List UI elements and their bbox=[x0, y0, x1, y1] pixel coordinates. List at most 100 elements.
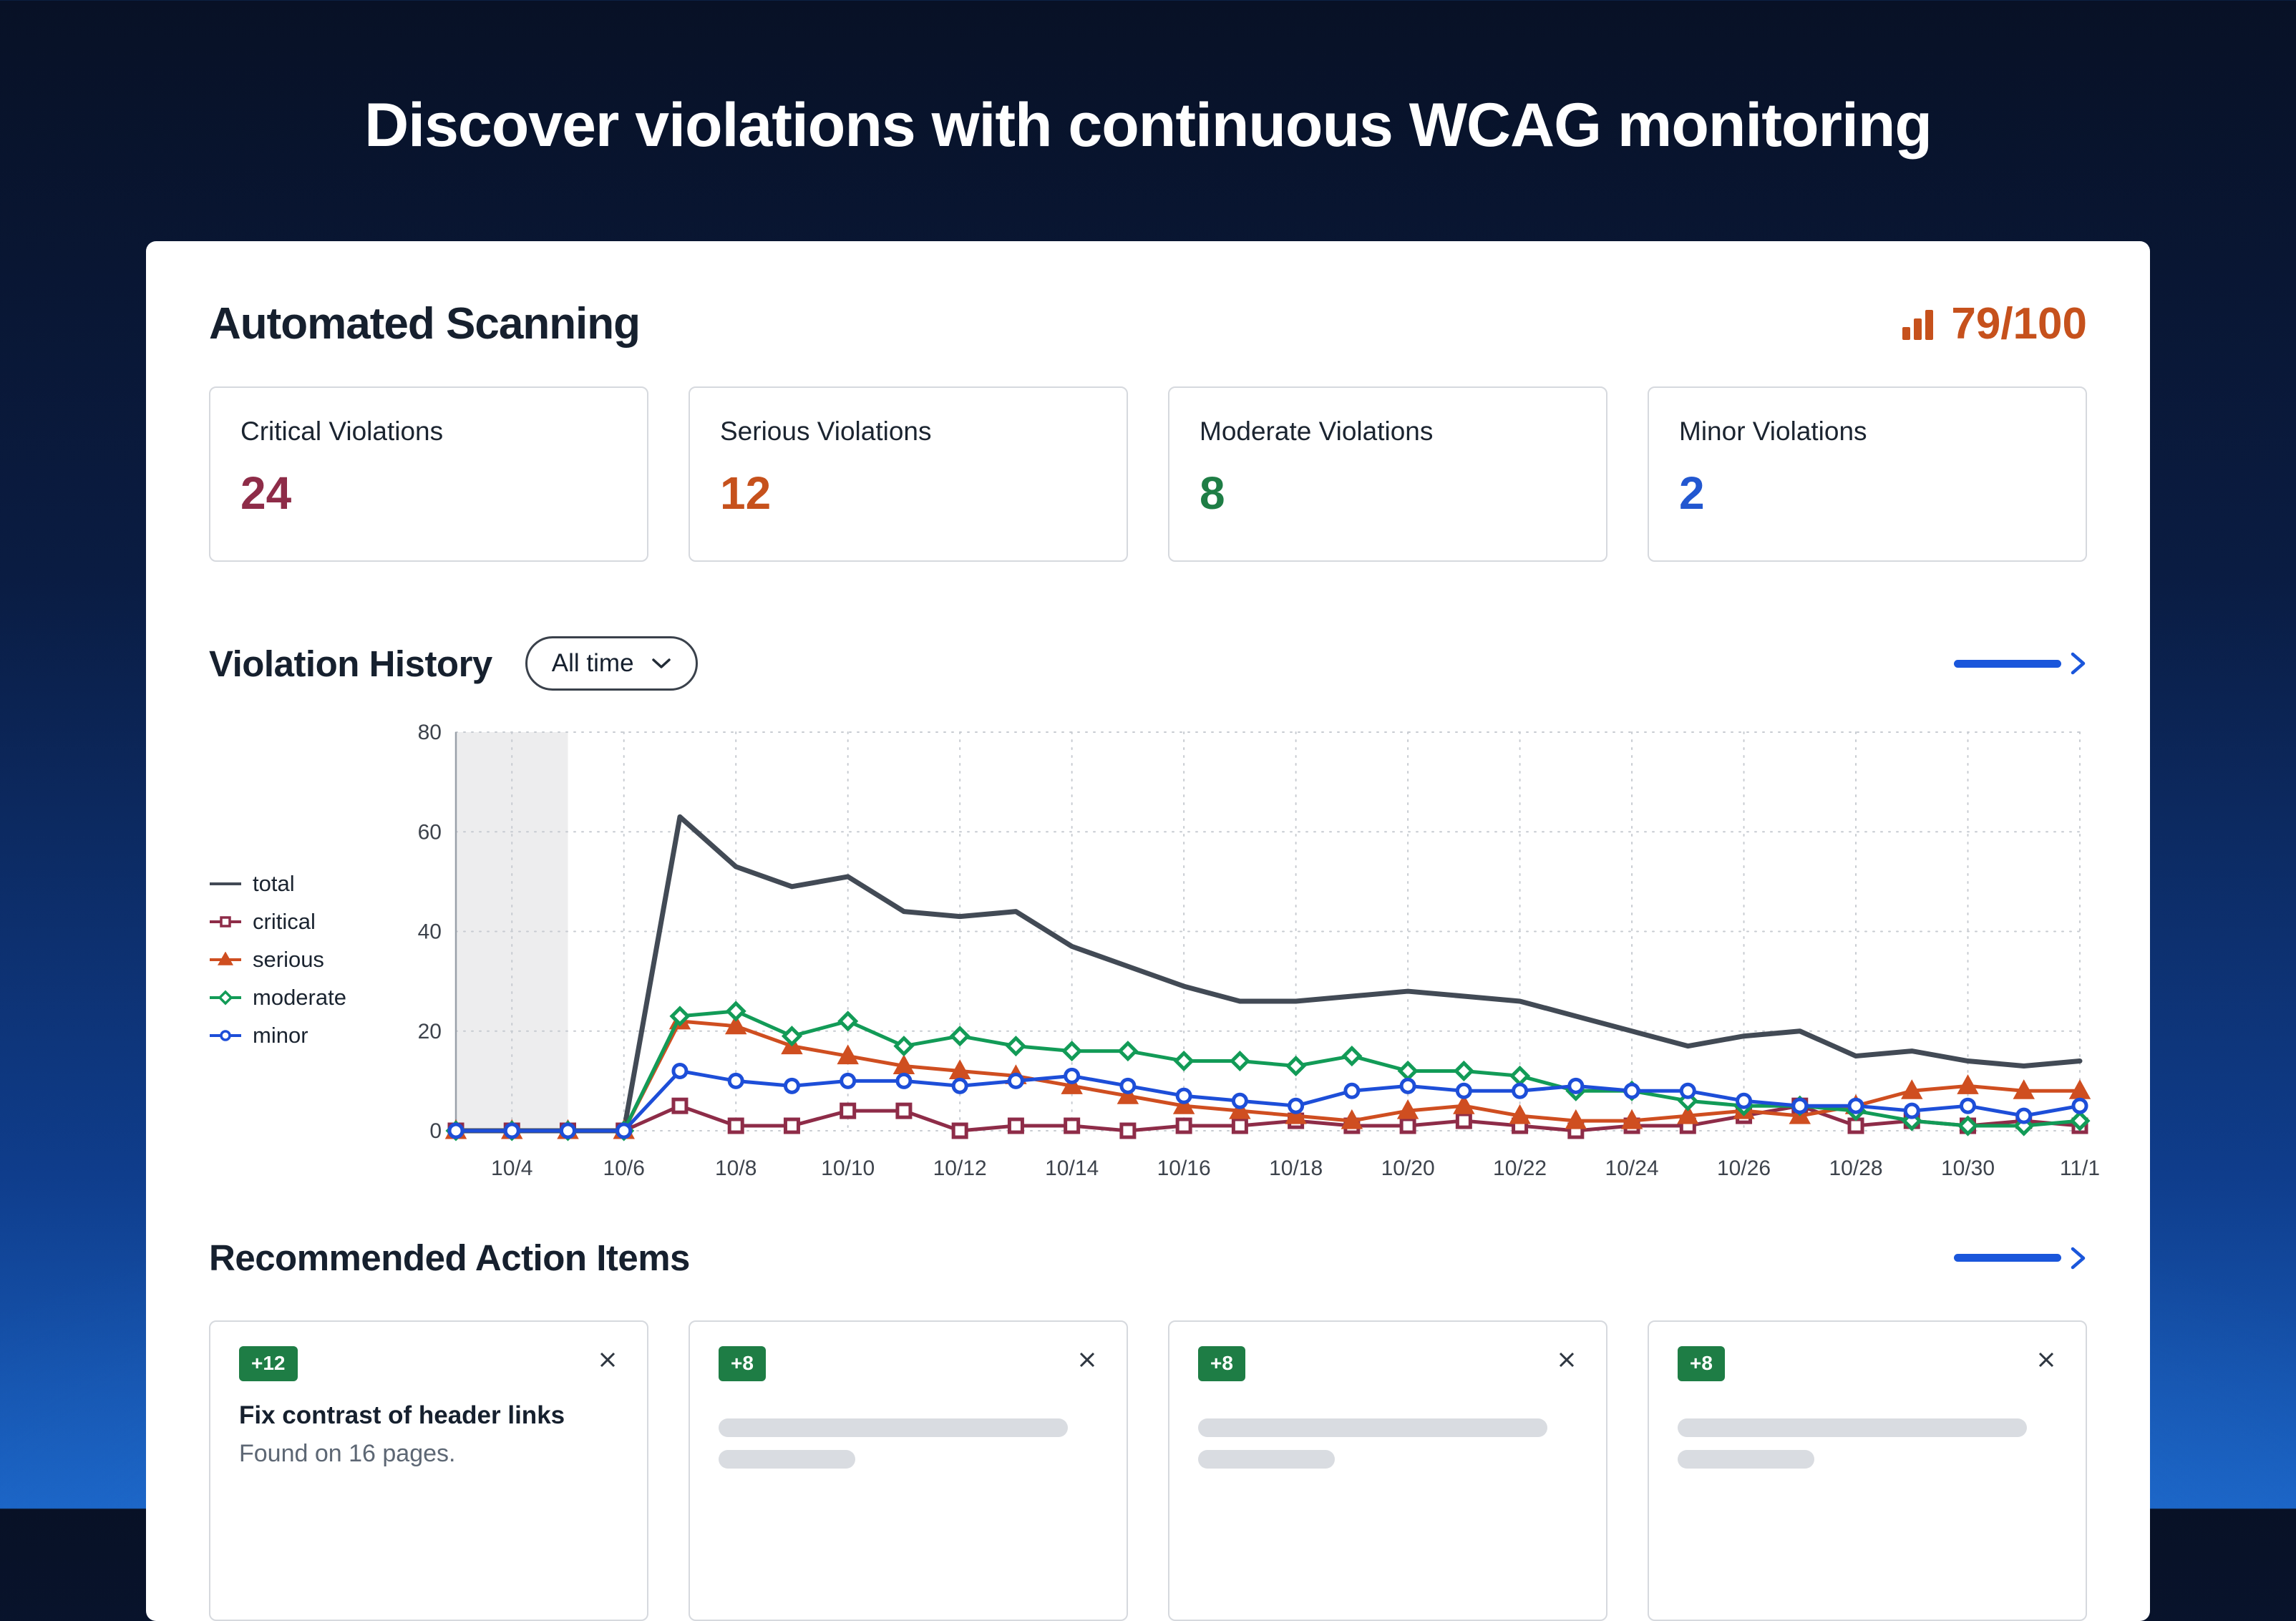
stat-card-minor: Minor Violations 2 bbox=[1648, 386, 2087, 562]
history-view-all-link[interactable] bbox=[1954, 651, 2087, 676]
close-icon bbox=[1559, 1352, 1575, 1368]
svg-text:10/22: 10/22 bbox=[1493, 1157, 1547, 1180]
legend-item-moderate: moderate bbox=[209, 985, 395, 1011]
dismiss-button[interactable] bbox=[1072, 1345, 1102, 1377]
link-placeholder-bar bbox=[1954, 1254, 2061, 1262]
legend-marker-moderate bbox=[210, 990, 241, 1006]
legend-marker-critical bbox=[210, 916, 241, 928]
legend-item-serious: serious bbox=[209, 947, 395, 973]
svg-text:10/10: 10/10 bbox=[821, 1157, 875, 1180]
stats-row: Critical Violations 24 Serious Violation… bbox=[209, 386, 2087, 562]
legend-marker-total bbox=[210, 882, 241, 885]
action-card: +12 Fix contrast of header links Found o… bbox=[209, 1320, 648, 1621]
dashboard-card: Automated Scanning 79/100 Critical Viola… bbox=[146, 241, 2150, 1621]
stat-card-critical: Critical Violations 24 bbox=[209, 386, 648, 562]
placeholder-text-bar bbox=[1198, 1418, 1547, 1437]
svg-text:10/26: 10/26 bbox=[1717, 1157, 1771, 1180]
svg-text:10/12: 10/12 bbox=[933, 1157, 987, 1180]
section-title-recommended-actions: Recommended Action Items bbox=[209, 1237, 690, 1278]
count-badge: +8 bbox=[1198, 1346, 1245, 1381]
action-card-top: +12 bbox=[239, 1346, 618, 1381]
legend-marker-minor bbox=[210, 1030, 241, 1041]
chevron-right-icon bbox=[2071, 652, 2086, 675]
svg-text:10/16: 10/16 bbox=[1157, 1157, 1211, 1180]
svg-text:10/20: 10/20 bbox=[1381, 1157, 1435, 1180]
legend-item-critical: critical bbox=[209, 909, 395, 935]
legend-label: serious bbox=[253, 947, 324, 972]
time-range-select[interactable]: All time bbox=[525, 636, 698, 691]
svg-text:40: 40 bbox=[418, 920, 442, 944]
violation-history-chart: 0 20 40 60 80 10/4 10/6 10/8 10/10 10/12 10/14 10/1… bbox=[418, 721, 2100, 1180]
scan-score: 79/100 bbox=[1899, 298, 2087, 349]
stat-value: 12 bbox=[720, 467, 772, 519]
stat-value: 8 bbox=[1200, 467, 1225, 519]
legend-item-total: total bbox=[209, 871, 395, 897]
svg-text:0: 0 bbox=[429, 1119, 442, 1143]
card-header: Automated Scanning 79/100 bbox=[209, 298, 2087, 349]
link-placeholder-bar bbox=[1954, 659, 2061, 668]
action-card-top: +8 bbox=[719, 1346, 1098, 1381]
svg-text:20: 20 bbox=[418, 1020, 442, 1043]
legend-marker-serious bbox=[210, 952, 241, 965]
stat-label: Serious Violations bbox=[720, 417, 932, 446]
placeholder-text-bar bbox=[719, 1449, 855, 1469]
placeholder-text-bar bbox=[719, 1418, 1068, 1437]
svg-text:10/4: 10/4 bbox=[491, 1157, 532, 1180]
page-title: Discover violations with continuous WCAG… bbox=[364, 91, 1932, 160]
action-items-row: +12 Fix contrast of header links Found o… bbox=[209, 1320, 2087, 1621]
svg-text:10/24: 10/24 bbox=[1605, 1157, 1659, 1180]
chart-legend: total critical serious moderate minor bbox=[209, 719, 395, 1048]
action-card-top: +8 bbox=[1678, 1346, 2057, 1381]
action-title: Fix contrast of header links bbox=[239, 1401, 565, 1429]
action-card-top: +8 bbox=[1198, 1346, 1577, 1381]
svg-text:10/6: 10/6 bbox=[603, 1157, 645, 1180]
svg-text:60: 60 bbox=[418, 820, 442, 844]
legend-item-minor: minor bbox=[209, 1023, 395, 1048]
action-card: +8 bbox=[1648, 1320, 2087, 1621]
action-card: +8 bbox=[689, 1320, 1128, 1621]
dismiss-button[interactable] bbox=[2031, 1345, 2061, 1377]
svg-text:10/14: 10/14 bbox=[1045, 1157, 1099, 1180]
legend-label: total bbox=[253, 871, 295, 896]
close-icon bbox=[2038, 1352, 2054, 1368]
svg-text:80: 80 bbox=[418, 721, 442, 744]
svg-text:10/18: 10/18 bbox=[1269, 1157, 1323, 1180]
placeholder-text-bar bbox=[1678, 1449, 1814, 1469]
action-subtitle: Found on 16 pages. bbox=[239, 1439, 456, 1467]
history-section-header: Violation History All time bbox=[209, 636, 2087, 691]
stat-label: Moderate Violations bbox=[1200, 417, 1434, 446]
close-icon bbox=[600, 1352, 616, 1368]
history-header-left: Violation History All time bbox=[209, 636, 698, 691]
actions-section-header: Recommended Action Items bbox=[209, 1237, 2087, 1279]
placeholder-text-bar bbox=[1198, 1449, 1335, 1469]
legend-label: minor bbox=[253, 1023, 308, 1048]
section-title-automated-scanning: Automated Scanning bbox=[209, 299, 641, 349]
time-range-value: All time bbox=[551, 649, 634, 677]
count-badge: +12 bbox=[239, 1346, 298, 1381]
bar-chart-icon bbox=[1902, 309, 1934, 340]
svg-text:10/8: 10/8 bbox=[715, 1157, 757, 1180]
dismiss-button[interactable] bbox=[593, 1345, 623, 1377]
legend-label: moderate bbox=[253, 985, 346, 1010]
stat-card-serious: Serious Violations 12 bbox=[689, 386, 1128, 562]
chevron-down-icon bbox=[651, 658, 671, 668]
violation-history-chart-area: total critical serious moderate minor 0 20 40 6… bbox=[209, 719, 2100, 1202]
legend-label: critical bbox=[253, 909, 316, 934]
close-icon bbox=[1079, 1352, 1095, 1368]
section-title-violation-history: Violation History bbox=[209, 643, 492, 684]
stat-label: Critical Violations bbox=[240, 417, 444, 446]
count-badge: +8 bbox=[719, 1346, 766, 1381]
scan-score-value: 79/100 bbox=[1951, 299, 2087, 349]
stat-card-moderate: Moderate Violations 8 bbox=[1168, 386, 1607, 562]
svg-text:10/28: 10/28 bbox=[1829, 1157, 1882, 1180]
action-card: +8 bbox=[1168, 1320, 1607, 1621]
stat-value: 2 bbox=[1679, 467, 1705, 519]
stat-value: 24 bbox=[240, 467, 292, 519]
actions-view-all-link[interactable] bbox=[1954, 1245, 2087, 1271]
svg-text:10/30: 10/30 bbox=[1941, 1157, 1995, 1180]
chevron-right-icon bbox=[2071, 1247, 2086, 1269]
count-badge: +8 bbox=[1678, 1346, 1725, 1381]
dismiss-button[interactable] bbox=[1552, 1345, 1582, 1377]
stat-label: Minor Violations bbox=[1679, 417, 1867, 446]
